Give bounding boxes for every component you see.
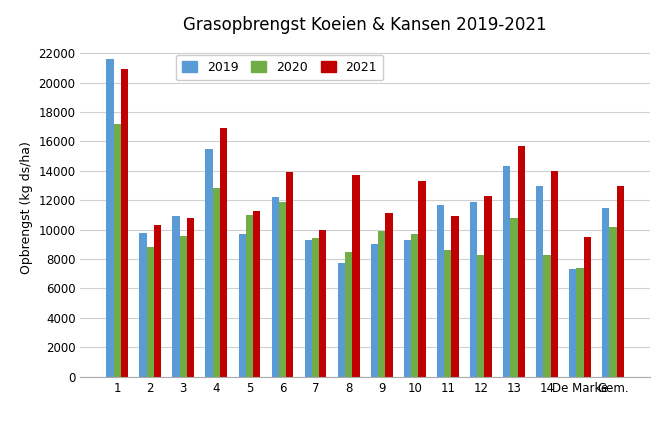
- Bar: [239, 234, 246, 377]
- Bar: [517, 146, 525, 377]
- Bar: [437, 205, 444, 377]
- Bar: [378, 231, 385, 377]
- Y-axis label: Opbrengst (kg ds/ha): Opbrengst (kg ds/ha): [20, 141, 33, 274]
- Bar: [503, 166, 511, 377]
- Bar: [279, 202, 286, 377]
- Bar: [345, 252, 352, 377]
- Bar: [352, 175, 360, 377]
- Bar: [477, 255, 484, 377]
- Bar: [371, 244, 378, 377]
- Bar: [418, 181, 425, 377]
- Bar: [121, 69, 128, 377]
- Bar: [180, 235, 187, 377]
- Bar: [569, 269, 576, 377]
- Bar: [213, 188, 220, 377]
- Bar: [319, 230, 326, 377]
- Bar: [286, 172, 293, 377]
- Bar: [338, 264, 345, 377]
- Bar: [444, 250, 452, 377]
- Bar: [610, 227, 617, 377]
- Bar: [305, 240, 312, 377]
- Bar: [139, 232, 147, 377]
- Bar: [576, 268, 584, 377]
- Bar: [484, 196, 492, 377]
- Bar: [404, 240, 411, 377]
- Bar: [411, 234, 418, 377]
- Bar: [113, 124, 121, 377]
- Bar: [172, 217, 180, 377]
- Bar: [536, 185, 543, 377]
- Bar: [271, 197, 279, 377]
- Bar: [206, 149, 213, 377]
- Bar: [312, 238, 319, 377]
- Bar: [220, 128, 227, 377]
- Bar: [543, 255, 551, 377]
- Bar: [617, 185, 624, 377]
- Bar: [470, 202, 477, 377]
- Bar: [551, 171, 558, 377]
- Bar: [107, 59, 113, 377]
- Bar: [452, 217, 459, 377]
- Bar: [147, 247, 154, 377]
- Bar: [253, 211, 261, 377]
- Bar: [602, 208, 610, 377]
- Title: Grasopbrengst Koeien & Kansen 2019-2021: Grasopbrengst Koeien & Kansen 2019-2021: [184, 16, 547, 34]
- Legend: 2019, 2020, 2021: 2019, 2020, 2021: [176, 55, 383, 80]
- Bar: [154, 225, 161, 377]
- Bar: [187, 218, 194, 377]
- Bar: [385, 214, 393, 377]
- Bar: [511, 218, 517, 377]
- Bar: [246, 215, 253, 377]
- Bar: [584, 237, 591, 377]
